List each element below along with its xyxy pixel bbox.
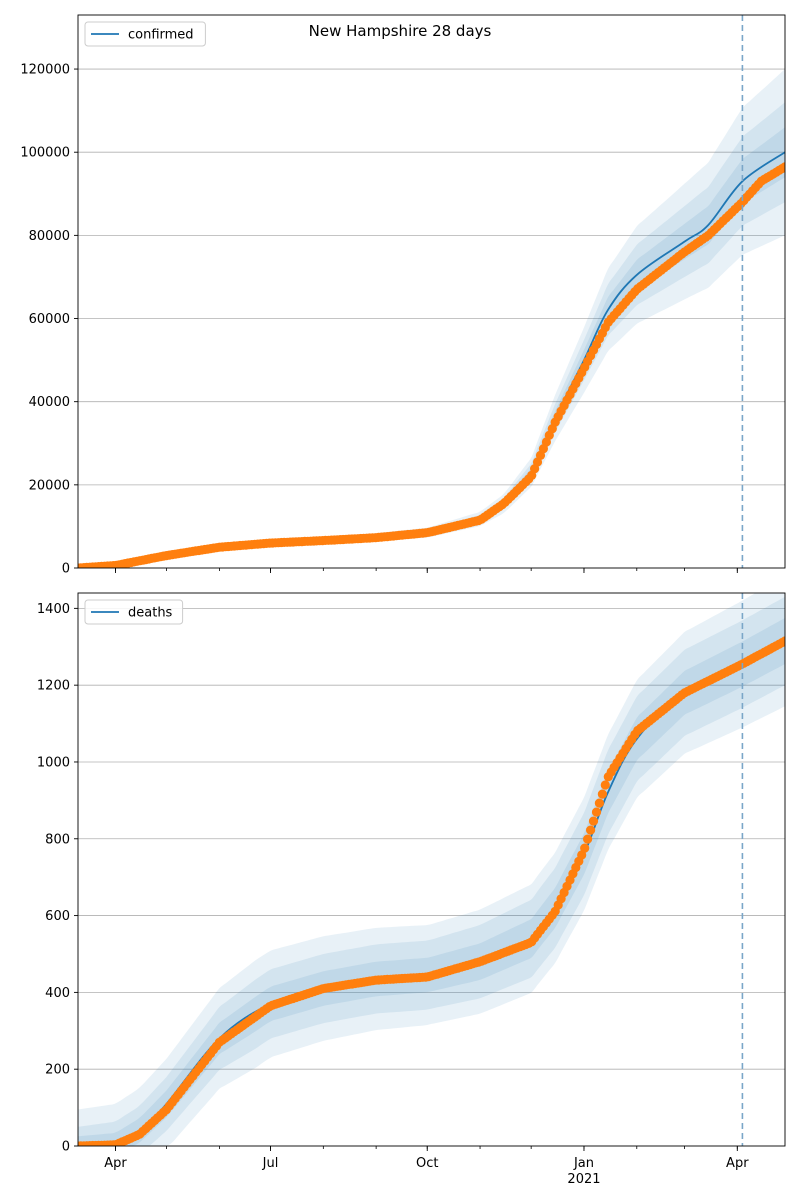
legend-label: confirmed [128, 28, 194, 43]
observed-point [597, 789, 608, 799]
uncertainty-band-2 [78, 596, 785, 1146]
observed-point [591, 807, 602, 817]
observed-point [586, 825, 596, 835]
y-tick-label: 60000 [29, 312, 70, 327]
y-tick-label: 400 [45, 986, 70, 1001]
legend-box [84, 599, 184, 625]
plot-area [78, 593, 785, 1146]
y-tick-label: 120000 [20, 63, 70, 78]
uncertainty-band-2 [78, 102, 785, 568]
x-tick-label: Oct [416, 1156, 438, 1171]
observed-point [594, 798, 605, 808]
y-tick-label: 20000 [29, 478, 70, 493]
legend: deaths [84, 599, 184, 625]
observed-point [577, 850, 587, 860]
observed-points [78, 162, 785, 568]
uncertainty-band-3 [78, 593, 785, 1146]
axes-frame [77, 14, 786, 569]
panel-deaths: 0 200 400 600 800 1000 1200 1400 Apr Jul Oct Jan202… [37, 592, 786, 1187]
observed-points [78, 636, 785, 1146]
plot-area [78, 69, 785, 568]
observed-point [780, 636, 785, 646]
axes-frame [77, 592, 786, 1147]
observed-point [780, 162, 785, 172]
x-tick-sublabel: 2021 [567, 1172, 600, 1187]
y-tick-label: 80000 [29, 229, 70, 244]
y-tick-label: 600 [45, 909, 70, 924]
legend-box [84, 21, 206, 47]
x-tick-label: Apr [726, 1156, 749, 1171]
observed-point [580, 843, 590, 853]
observed-point [600, 780, 610, 790]
y-tick-label: 1400 [37, 602, 70, 617]
y-tick-label: 800 [45, 832, 70, 847]
x-tick-label: Apr [104, 1156, 127, 1171]
observed-point [588, 816, 599, 826]
y-tick-label: 100000 [20, 146, 70, 161]
panel-confirmed: 0 20000 40000 60000 80000 100000 120000 confirm… [20, 14, 786, 577]
chart-title: New Hampshire 28 days [308, 22, 492, 40]
observed-point [583, 834, 593, 844]
y-tick-label: 200 [45, 1063, 70, 1078]
y-tick-label: 0 [62, 562, 70, 577]
y-tick-label: 1200 [37, 679, 70, 694]
legend: confirmed [84, 21, 206, 47]
legend-label: deaths [128, 606, 173, 621]
x-tick-label: Jul [262, 1156, 279, 1171]
uncertainty-band-3 [78, 69, 785, 568]
x-tick-label: Jan [573, 1156, 594, 1171]
y-tick-label: 1000 [37, 755, 70, 770]
y-tick-label: 40000 [29, 395, 70, 410]
y-tick-label: 0 [62, 1140, 70, 1155]
